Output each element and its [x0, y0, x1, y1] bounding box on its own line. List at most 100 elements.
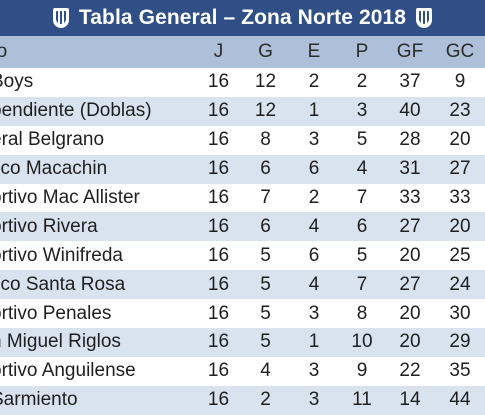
- table-row: tico Santa Rosa 16 5 4 7 27 24: [0, 270, 485, 300]
- standings-table: po J G E P GF GC Boys161222379pendiente …: [0, 36, 485, 415]
- won-cell: 6: [260, 158, 271, 180]
- played-cell: 16: [207, 129, 230, 151]
- won-cell: 5: [260, 244, 271, 266]
- table-row: ortivo Penales 16 5 3 8 20 30: [0, 299, 485, 329]
- won-cell: 5: [260, 331, 271, 353]
- won-cell: 4: [260, 360, 271, 382]
- drawn-cell: 6: [308, 244, 320, 266]
- drawn-cell: 4: [308, 273, 320, 295]
- played-cell: 16: [207, 360, 230, 382]
- goals-against-cell: 29: [449, 331, 471, 353]
- drawn-cell: 1: [308, 100, 320, 122]
- lost-cell: 2: [356, 71, 368, 93]
- goals-for-cell: 33: [399, 187, 421, 208]
- goals-for-cell: 14: [399, 389, 421, 411]
- team-name-cell: tico Santa Rosa: [0, 273, 126, 295]
- goals-against-cell: 35: [449, 360, 471, 382]
- table-header-row: po J G E P GF GC: [0, 36, 485, 68]
- goals-for-cell: 31: [399, 158, 421, 180]
- column-header-goals-against: GC: [445, 41, 475, 62]
- lost-cell: 7: [356, 273, 368, 295]
- drawn-cell: 3: [308, 129, 320, 151]
- drawn-cell: 6: [308, 158, 320, 180]
- won-cell: 8: [260, 129, 271, 151]
- played-cell: 16: [207, 158, 230, 180]
- played-cell: 16: [207, 302, 230, 324]
- table-row: pendiente (Doblas) 16 12 1 3 40 23: [0, 96, 485, 126]
- won-cell: 12: [254, 71, 277, 93]
- lost-cell: 9: [356, 360, 368, 382]
- table-row: ortivo Rivera 16 6 4 6 27 20: [0, 212, 485, 242]
- column-header-won: G: [258, 41, 273, 62]
- goals-against-cell: 20: [449, 129, 471, 151]
- goals-against-cell: 23: [449, 100, 471, 122]
- goals-against-cell: 25: [449, 244, 471, 266]
- column-header-drawn: E: [307, 41, 321, 62]
- team-name-cell: ortivo Anguilense: [0, 360, 136, 382]
- table-row: tico Macachin 16 6 6 4 31 27: [0, 154, 485, 184]
- goals-for-cell: 22: [399, 360, 421, 382]
- played-cell: 16: [207, 100, 230, 122]
- lost-cell: 10: [351, 331, 373, 353]
- lost-cell: 4: [356, 158, 368, 180]
- team-name-cell: Boys: [0, 71, 34, 93]
- goals-against-cell: 33: [449, 187, 471, 208]
- drawn-cell: 3: [308, 360, 320, 382]
- lost-cell: 7: [356, 187, 368, 208]
- goals-for-cell: 27: [399, 273, 421, 295]
- won-cell: 6: [260, 215, 271, 237]
- won-cell: 5: [260, 273, 271, 295]
- goals-for-cell: 20: [399, 244, 421, 266]
- lost-cell: 6: [356, 215, 368, 237]
- lost-cell: 11: [352, 389, 372, 411]
- team-name-cell: n Miguel Riglos: [0, 331, 121, 353]
- played-cell: 16: [207, 331, 230, 353]
- goals-for-cell: 40: [399, 100, 421, 122]
- table-row: ortivo Winifreda 16 5 6 5 20 25: [0, 241, 485, 271]
- column-header-team: po: [0, 41, 8, 62]
- table-row: Sarmiento 16 2 3 11 14 44: [0, 385, 485, 415]
- lost-cell: 5: [356, 244, 368, 266]
- played-cell: 16: [207, 389, 230, 411]
- played-cell: 16: [207, 71, 230, 93]
- club-crest-icon: [416, 8, 433, 28]
- column-header-played: J: [213, 41, 224, 62]
- drawn-cell: 3: [308, 389, 320, 411]
- lost-cell: 3: [356, 100, 368, 122]
- goals-for-cell: 20: [399, 302, 421, 324]
- goals-against-cell: 27: [449, 158, 471, 180]
- lost-cell: 8: [356, 302, 368, 324]
- won-cell: 5: [260, 302, 271, 324]
- won-cell: 2: [260, 389, 271, 411]
- drawn-cell: 1: [308, 331, 320, 353]
- table-row: ortivo Anguilense 16 4 3 9 22 35: [0, 356, 485, 386]
- club-crest-icon: [52, 8, 69, 28]
- standings-body: Boys161222379pendiente (Doblas)161213402…: [0, 68, 485, 415]
- goals-for-cell: 28: [399, 129, 421, 151]
- goals-for-cell: 20: [399, 331, 421, 353]
- team-name-cell: ortivo Winifreda: [0, 244, 123, 266]
- goals-against-cell: 9: [454, 71, 466, 93]
- table-row: ortivo Mac Allister 16 7 2 7 33 33: [0, 183, 485, 213]
- goals-for-cell: 37: [399, 71, 421, 93]
- goals-against-cell: 30: [449, 302, 471, 324]
- team-name-cell: tico Macachin: [0, 158, 108, 180]
- won-cell: 7: [260, 187, 271, 208]
- team-name-cell: ortivo Rivera: [0, 215, 98, 237]
- played-cell: 16: [207, 215, 230, 237]
- goals-against-cell: 20: [449, 215, 471, 237]
- played-cell: 16: [207, 273, 230, 295]
- team-name-cell: eral Belgrano: [0, 129, 105, 151]
- team-name-cell: pendiente (Doblas): [0, 100, 152, 122]
- played-cell: 16: [207, 244, 230, 266]
- team-name-cell: ortivo Penales: [0, 302, 112, 324]
- column-header-goals-for: GF: [396, 41, 424, 62]
- table-row: n Miguel Riglos 16 5 1 10 20 29: [0, 328, 485, 357]
- table-title: Tabla General – Zona Norte 2018: [78, 6, 407, 29]
- won-cell: 12: [254, 100, 277, 122]
- drawn-cell: 4: [308, 215, 320, 237]
- goals-against-cell: 44: [449, 389, 471, 411]
- drawn-cell: 3: [308, 302, 320, 324]
- lost-cell: 5: [356, 129, 368, 151]
- column-header-lost: P: [355, 41, 369, 62]
